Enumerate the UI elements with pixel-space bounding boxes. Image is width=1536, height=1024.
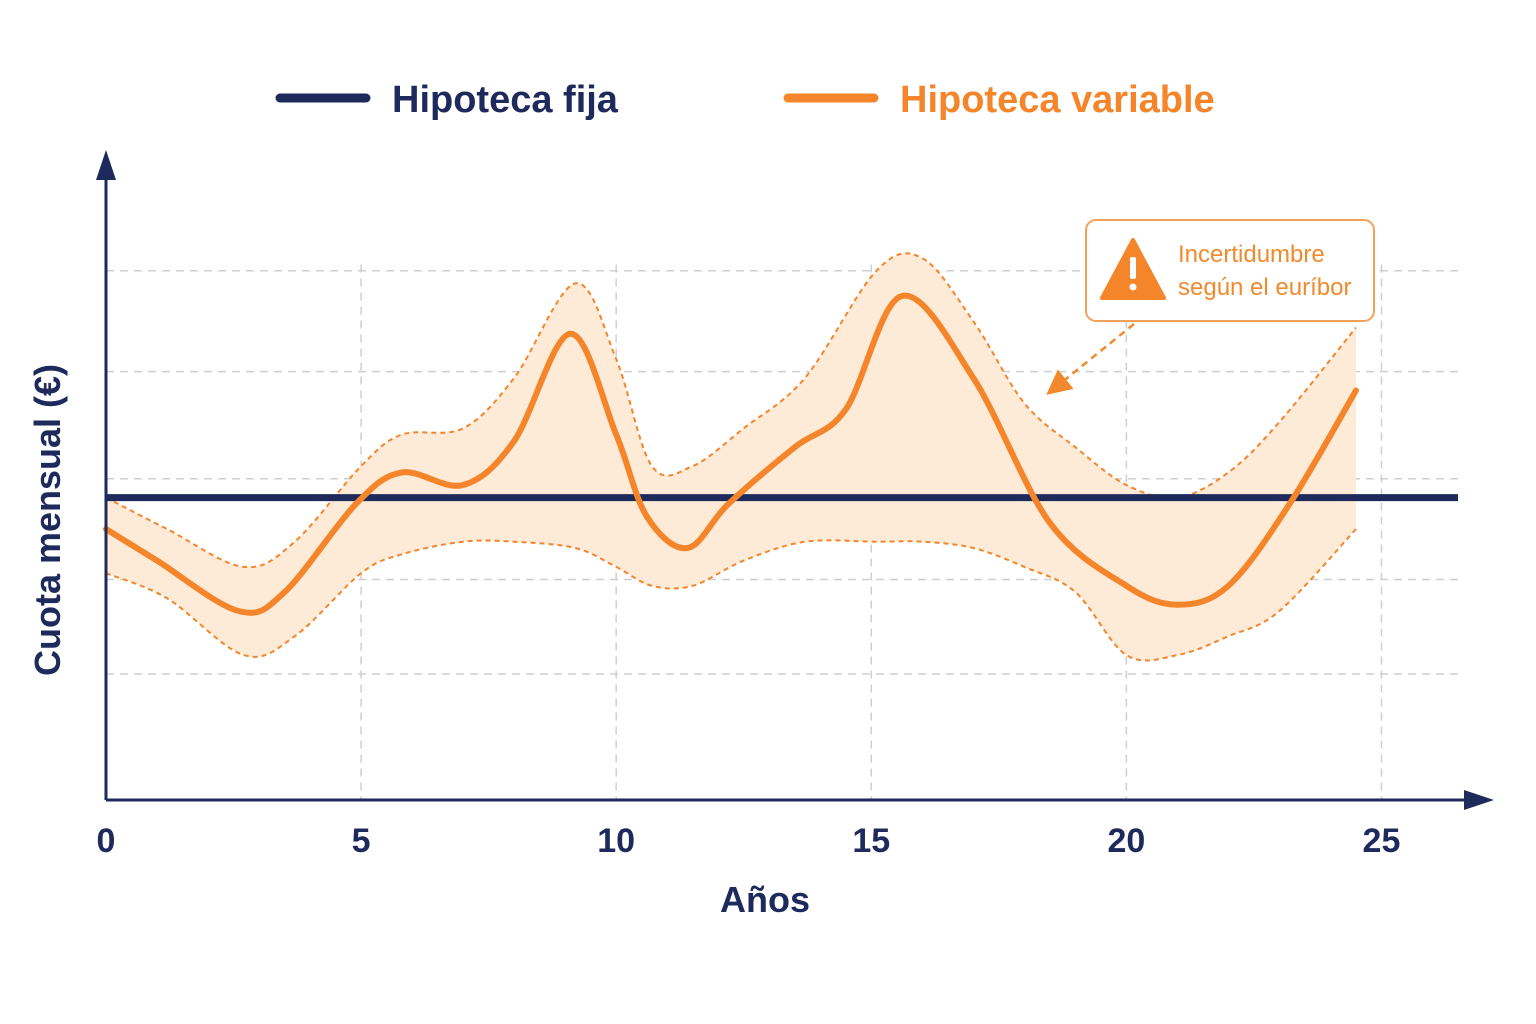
x-tick-label: 25: [1363, 822, 1401, 860]
uncertainty-band: [106, 253, 1356, 661]
axes: [96, 150, 1494, 810]
x-tick-label: 20: [1107, 822, 1145, 860]
x-tick-label: 15: [852, 822, 890, 860]
x-tick-label: 0: [97, 822, 116, 860]
x-axis-arrow-icon: [1464, 790, 1494, 810]
x-tick-label: 5: [352, 822, 371, 860]
legend-label-fixed: Hipoteca fija: [392, 79, 619, 121]
uncertainty-band-lower-edge: [105, 528, 1357, 662]
x-tick-label: 10: [597, 822, 635, 860]
annotation-callout: Incertidumbre según el euríbor: [1046, 219, 1375, 395]
x-axis-title: Años: [720, 879, 810, 920]
y-axis-arrow-icon: [96, 150, 116, 180]
annotation-line-1: Incertidumbre: [1178, 241, 1325, 268]
annotation-arrow: [1046, 323, 1135, 395]
warning-icon: [1100, 238, 1166, 300]
legend: Hipoteca fija Hipoteca variable: [275, 79, 1215, 121]
series-line-variable: [103, 292, 1359, 616]
x-tick-labels: 0 5 10 15 20 25: [97, 822, 1401, 860]
y-axis-title: Cuota mensual (€): [27, 364, 68, 676]
legend-label-variable: Hipoteca variable: [900, 79, 1215, 121]
annotation-line-2: según el euríbor: [1178, 274, 1351, 301]
